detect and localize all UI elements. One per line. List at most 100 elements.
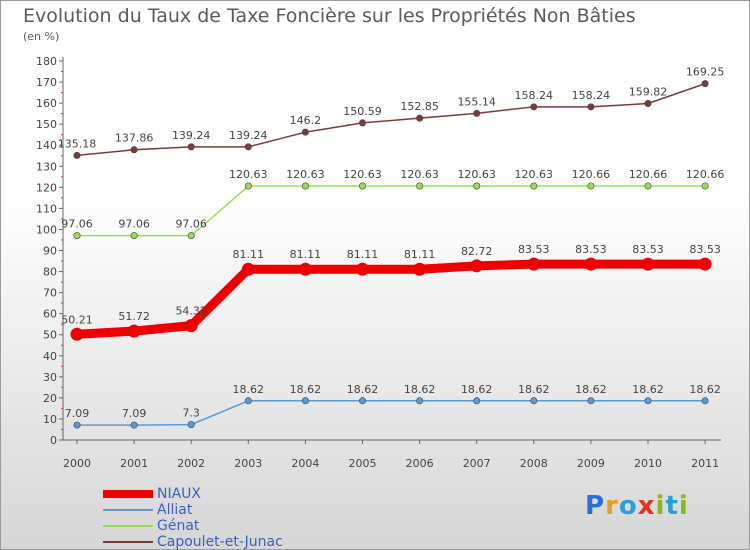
data-point [356, 262, 369, 276]
legend-item: Alliat [103, 502, 283, 518]
data-point [130, 421, 138, 429]
data-point [301, 128, 309, 136]
legend-swatch [103, 541, 153, 543]
x-tick-label: 2010 [634, 457, 662, 470]
data-point [698, 257, 712, 271]
data-point [184, 319, 198, 333]
data-point [587, 397, 595, 405]
data-label: 159.82 [629, 85, 668, 98]
y-tick-label: 140 [36, 139, 57, 152]
data-point [416, 114, 424, 122]
data-label: 169.25 [686, 66, 725, 79]
data-point [473, 397, 481, 405]
data-label: 120.63 [400, 168, 439, 181]
data-label: 54.32 [175, 305, 207, 318]
legend-label: Génat [157, 518, 200, 534]
x-tick-label: 2007 [463, 457, 491, 470]
x-tick-label: 2003 [234, 457, 262, 470]
y-tick-label: 30 [43, 371, 57, 384]
y-tick-label: 110 [36, 202, 57, 215]
data-point [587, 103, 595, 111]
data-label: 120.66 [572, 168, 611, 181]
data-label: 120.63 [343, 168, 382, 181]
x-tick-label: 2006 [406, 457, 434, 470]
data-label: 120.63 [457, 168, 496, 181]
legend-item: Capoulet-et-Junac [103, 534, 283, 550]
y-tick-label: 130 [36, 160, 57, 173]
data-label: 97.06 [61, 218, 93, 231]
data-point [358, 182, 366, 190]
data-label: 82.72 [461, 245, 493, 258]
legend-item: NIAUX [103, 486, 283, 502]
data-point [527, 257, 541, 271]
data-point [298, 262, 312, 276]
data-label: 97.06 [118, 218, 150, 231]
y-tick-label: 0 [50, 434, 57, 447]
y-tick-label: 100 [36, 223, 57, 236]
data-label: 18.62 [290, 383, 322, 396]
data-point [587, 182, 595, 190]
logo-letter: P [585, 491, 606, 521]
data-point [473, 182, 481, 190]
data-point [701, 182, 709, 190]
data-label: 81.11 [347, 248, 379, 261]
y-tick-label: 170 [36, 76, 57, 89]
logo-letter: t [665, 491, 679, 521]
logo-letter: i [678, 491, 689, 521]
y-tick-label: 10 [43, 413, 57, 426]
data-point [530, 397, 538, 405]
data-point [244, 143, 252, 151]
data-label: 18.62 [404, 383, 436, 396]
x-tick-label: 2005 [349, 457, 377, 470]
data-label: 97.06 [175, 218, 207, 231]
data-label: 83.53 [575, 243, 607, 256]
series-line [76, 82, 706, 157]
logo-letter: i [655, 491, 666, 521]
data-point [473, 109, 481, 117]
y-tick-label: 90 [43, 245, 57, 258]
y-tick-label: 50 [43, 329, 57, 342]
data-point [187, 232, 195, 240]
data-point [416, 182, 424, 190]
x-tick-label: 2009 [577, 457, 605, 470]
legend-label: Capoulet-et-Junac [157, 534, 283, 550]
proxiti-logo: Proxiti [585, 491, 689, 521]
data-point [244, 397, 252, 405]
data-label: 139.24 [229, 129, 268, 142]
series-line [76, 400, 706, 426]
legend-label: Alliat [157, 502, 193, 518]
logo-letter: o [618, 491, 638, 521]
logo-letter: r [605, 491, 619, 521]
data-label: 158.24 [515, 89, 554, 102]
data-point [187, 143, 195, 151]
y-tick-label: 40 [43, 350, 57, 363]
data-label: 18.62 [689, 383, 721, 396]
data-label: 152.85 [400, 100, 439, 113]
data-label: 18.62 [461, 383, 493, 396]
y-tick-label: 180 [36, 55, 57, 68]
chart-title: Evolution du Taux de Taxe Foncière sur l… [23, 5, 636, 27]
legend: NIAUX Alliat Génat Capoulet-et-Junac [103, 486, 283, 550]
data-point [301, 182, 309, 190]
data-label: 83.53 [632, 243, 664, 256]
data-label: 18.62 [233, 383, 265, 396]
data-point [584, 257, 598, 271]
y-tick-label: 160 [36, 97, 57, 110]
y-tick-label: 20 [43, 392, 57, 405]
data-label: 18.62 [518, 383, 550, 396]
data-label: 139.24 [172, 129, 211, 142]
y-tick-label: 60 [43, 308, 57, 321]
data-point [241, 262, 255, 276]
data-point [358, 119, 366, 127]
data-label: 81.11 [404, 248, 436, 261]
y-tick-label: 150 [36, 118, 57, 131]
y-tick-label: 120 [36, 181, 57, 194]
data-point [641, 257, 655, 271]
data-label: 83.53 [518, 243, 550, 256]
series-line [76, 185, 706, 237]
data-point [358, 397, 366, 405]
data-point [701, 80, 709, 88]
data-label: 120.66 [686, 168, 725, 181]
